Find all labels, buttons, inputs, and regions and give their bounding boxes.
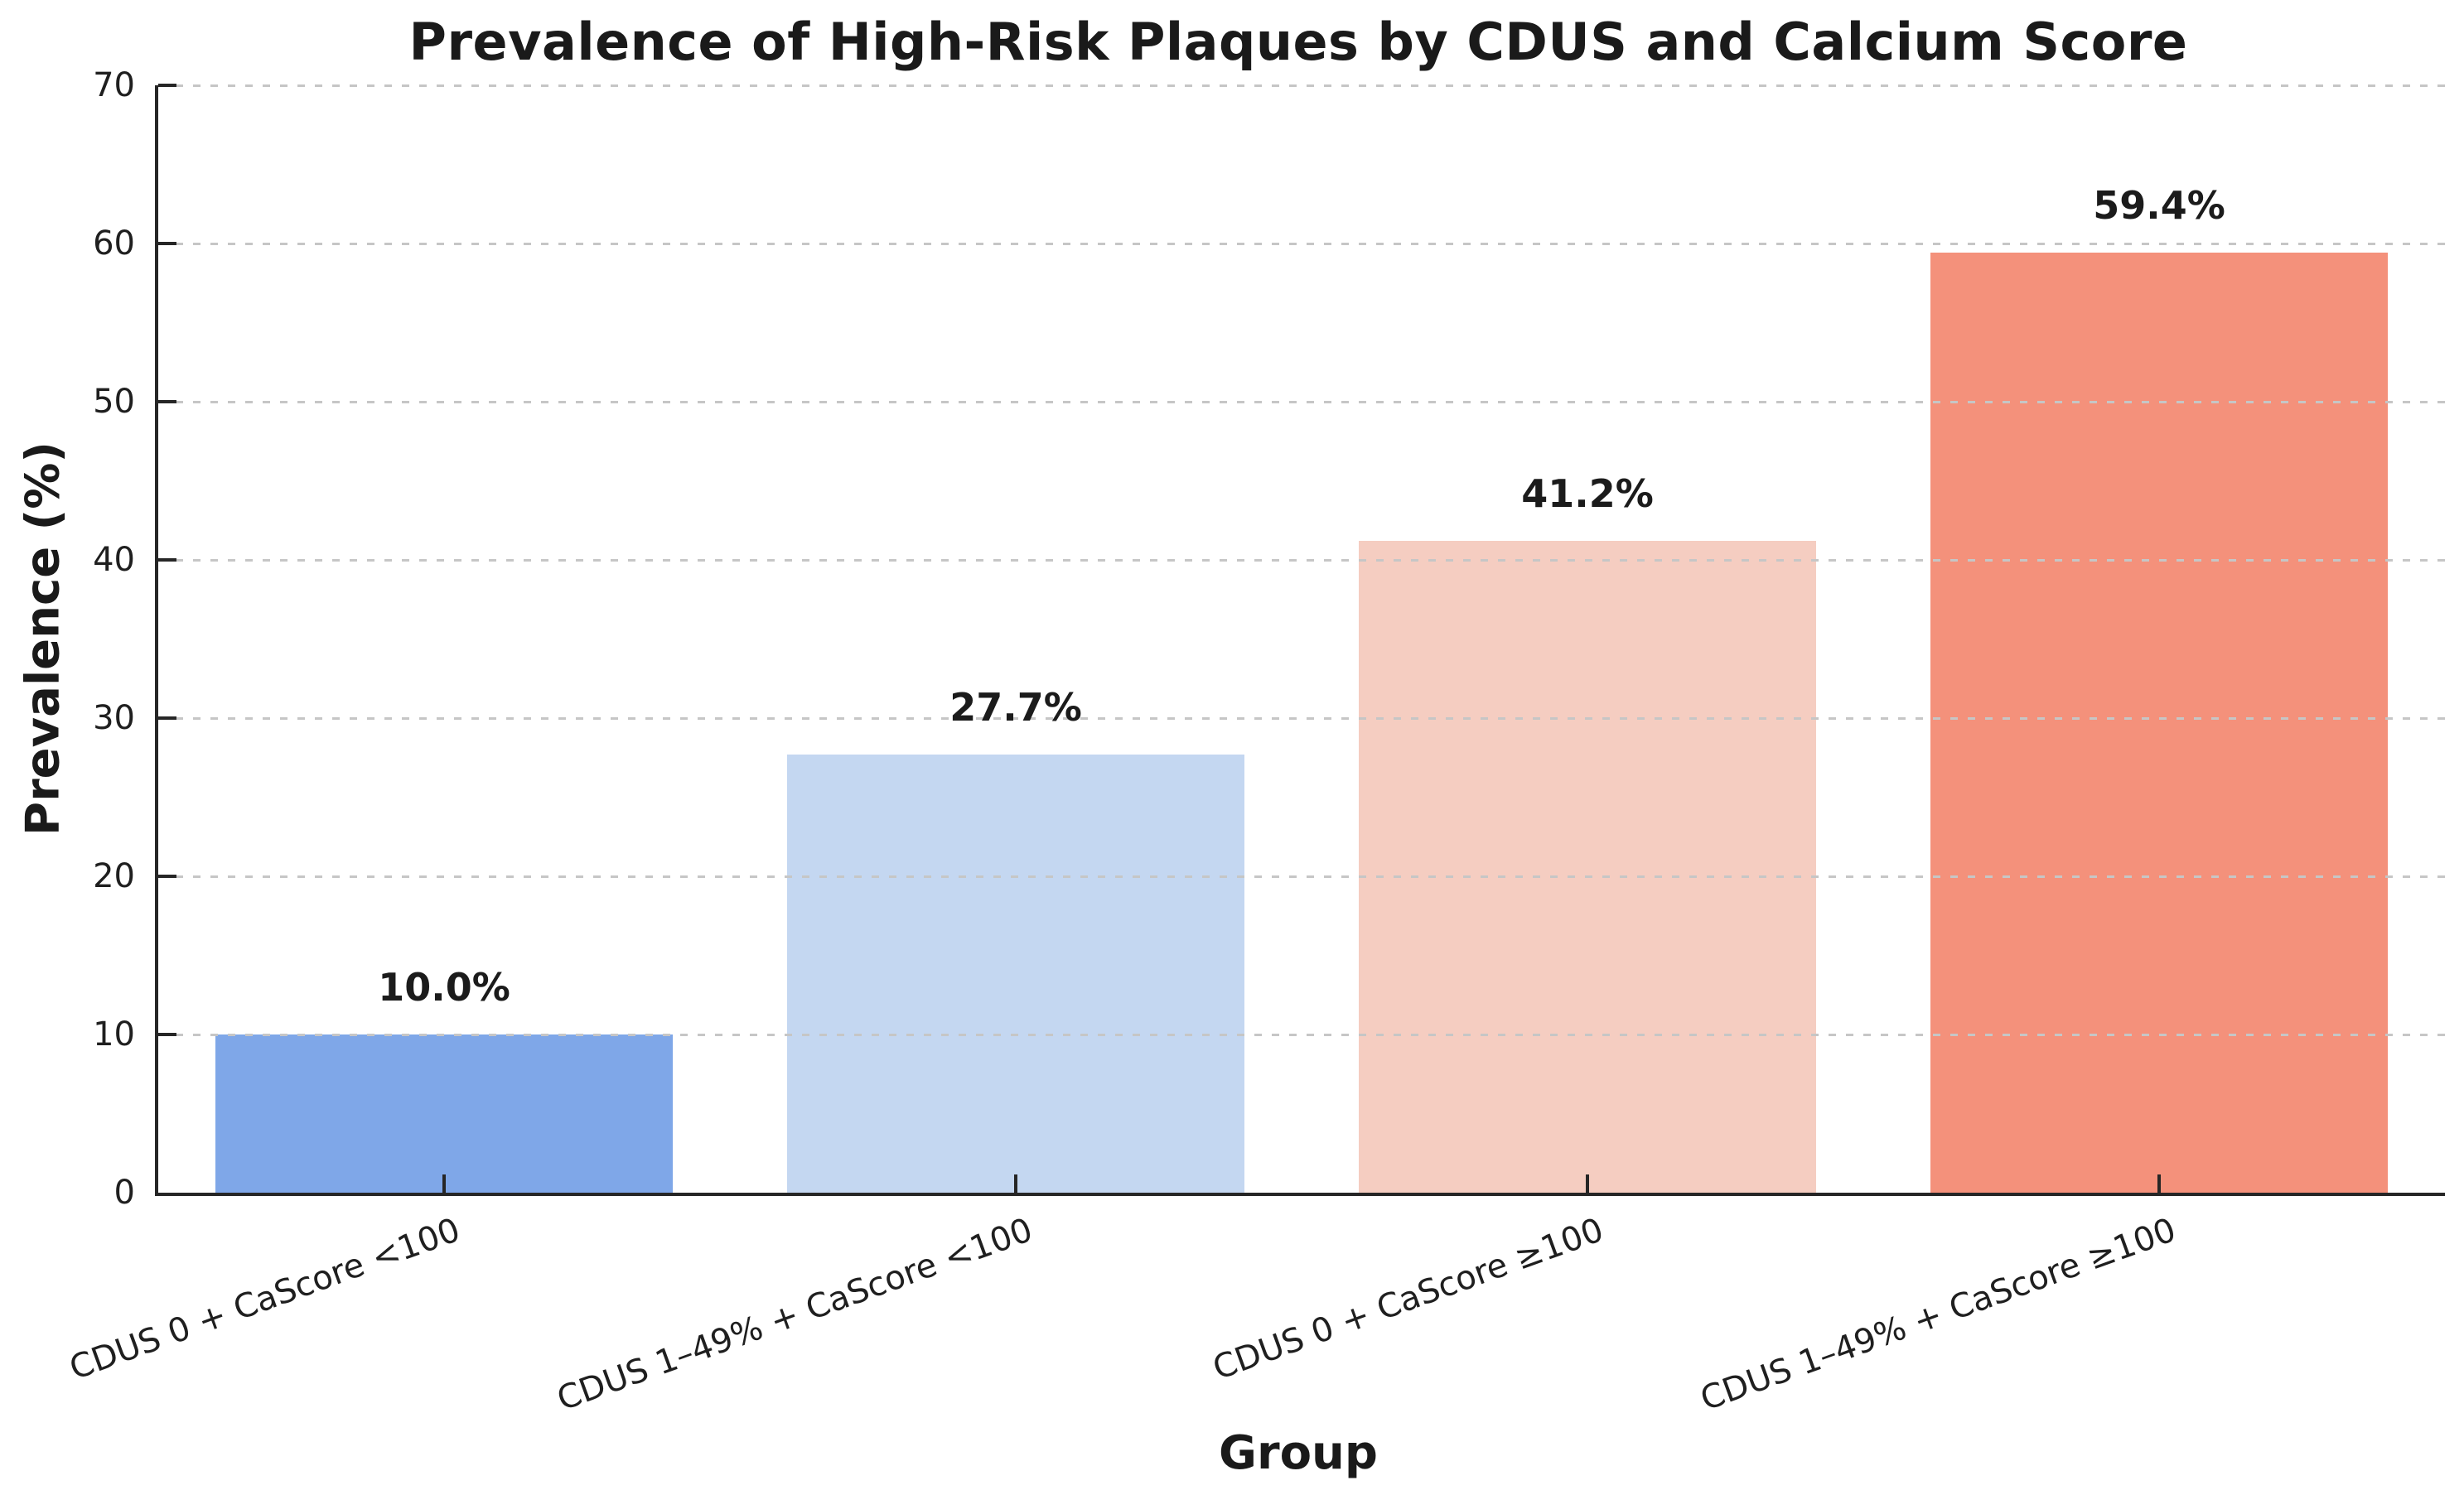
x-tick-mark (2157, 1174, 2161, 1193)
bar-1 (215, 1034, 673, 1193)
y-tick-label: 40 (93, 541, 135, 579)
y-tick-mark (158, 242, 176, 245)
grid-line (158, 242, 2445, 245)
bar-4 (1930, 253, 2388, 1193)
y-tick-mark (158, 400, 176, 403)
y-tick-label: 70 (93, 66, 135, 104)
grid-line (158, 400, 2445, 403)
x-tick-mark (1014, 1174, 1017, 1193)
x-tick-mark (1586, 1174, 1589, 1193)
grid-line (158, 875, 2445, 878)
bar-value-label: 59.4% (2093, 183, 2225, 229)
grid-line (158, 1033, 2445, 1036)
y-tick-label: 10 (93, 1015, 135, 1054)
grid-line (158, 84, 2445, 87)
y-tick-mark (158, 875, 176, 878)
x-tick-label: CDUS 1–49% + CaScore ≥100 (1695, 1211, 2181, 1419)
chart-title: Prevalence of High-Risk Plaques by CDUS … (408, 12, 2188, 72)
grid-line (158, 716, 2445, 720)
bar-value-label: 41.2% (1521, 471, 1654, 517)
y-tick-label: 0 (114, 1174, 135, 1212)
x-tick-label: CDUS 0 + CaScore ≥100 (1208, 1211, 1609, 1388)
x-tick-mark (442, 1174, 446, 1193)
grid-line (158, 558, 2445, 562)
bar-value-label: 27.7% (949, 684, 1082, 730)
y-tick-mark (158, 558, 176, 562)
y-tick-mark (158, 1033, 176, 1036)
y-tick-mark (158, 84, 176, 87)
y-tick-label: 60 (93, 224, 135, 263)
plot-area: 10.0% 27.7% 41.2% 59.4% (155, 84, 2445, 1196)
x-tick-label: CDUS 1–49% + CaScore <100 (552, 1211, 1037, 1419)
bar-2 (787, 754, 1244, 1193)
x-axis-label: Group (1218, 1426, 1378, 1480)
y-axis-label: Prevalence (%) (16, 441, 70, 836)
x-tick-label: CDUS 0 + CaScore <100 (65, 1211, 466, 1388)
y-tick-label: 50 (93, 383, 135, 421)
bar-value-label: 10.0% (378, 965, 510, 1010)
y-tick-label: 20 (93, 857, 135, 895)
y-tick-mark (158, 716, 176, 720)
bar-3 (1359, 541, 1816, 1193)
y-tick-label: 30 (93, 699, 135, 737)
